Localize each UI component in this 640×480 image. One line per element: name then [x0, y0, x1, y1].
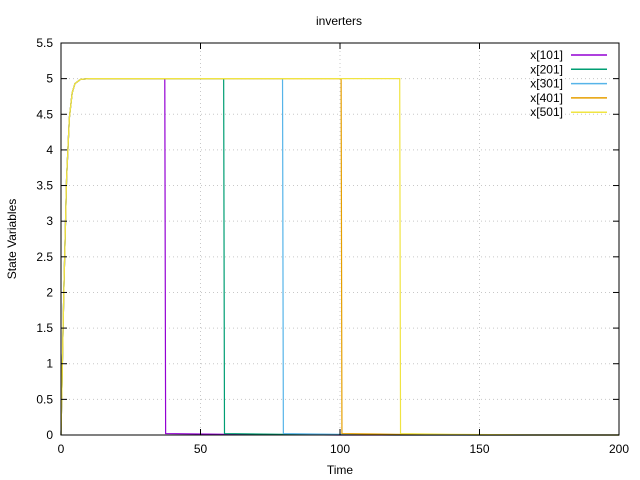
grid — [61, 43, 619, 435]
x-axis-tick-labels: 0 50 100 150 200 — [58, 442, 630, 456]
y-tick-label: 2 — [46, 285, 53, 299]
y-tick-label: 1 — [46, 357, 53, 371]
x-tick-label: 100 — [330, 442, 350, 456]
y-tick-label: 0.5 — [36, 392, 53, 406]
y-tick-label: 4.5 — [36, 107, 53, 121]
y-tick-label: 0 — [46, 428, 53, 442]
series-line-3 — [60, 78, 619, 436]
series-line-2 — [60, 78, 619, 436]
x-tick-label: 50 — [194, 442, 208, 456]
x-tick-label: 0 — [58, 442, 65, 456]
series-line-5 — [60, 78, 619, 436]
y-axis-label: State Variables — [5, 199, 19, 280]
y-axis-tick-labels: 0 0.5 1 1.5 2 2.5 3 3.5 4 4.5 5 5.5 — [36, 36, 53, 442]
y-tick-label: 5 — [46, 72, 53, 86]
x-axis-label: Time — [327, 463, 354, 477]
y-tick-label: 4 — [46, 143, 53, 157]
y-tick-label: 2.5 — [36, 250, 53, 264]
x-tick-label: 150 — [469, 442, 489, 456]
legend-label-5: x[501] — [530, 105, 563, 119]
legend-label-4: x[401] — [530, 91, 563, 105]
series-line-4 — [60, 78, 619, 436]
axis-ticks — [60, 42, 620, 436]
y-tick-label: 1.5 — [36, 321, 53, 335]
y-tick-label: 3 — [46, 214, 53, 228]
legend-label-1: x[101] — [530, 48, 563, 62]
chart-title: inverters — [316, 14, 362, 28]
legend: x[101]x[201]x[301]x[401]x[501] — [530, 48, 607, 119]
y-tick-label: 3.5 — [36, 179, 53, 193]
series-line-1 — [60, 78, 619, 436]
x-tick-label: 200 — [609, 442, 629, 456]
legend-label-2: x[201] — [530, 62, 563, 76]
y-tick-label: 5.5 — [36, 36, 53, 50]
legend-label-3: x[301] — [530, 77, 563, 91]
series-layer — [60, 78, 619, 436]
